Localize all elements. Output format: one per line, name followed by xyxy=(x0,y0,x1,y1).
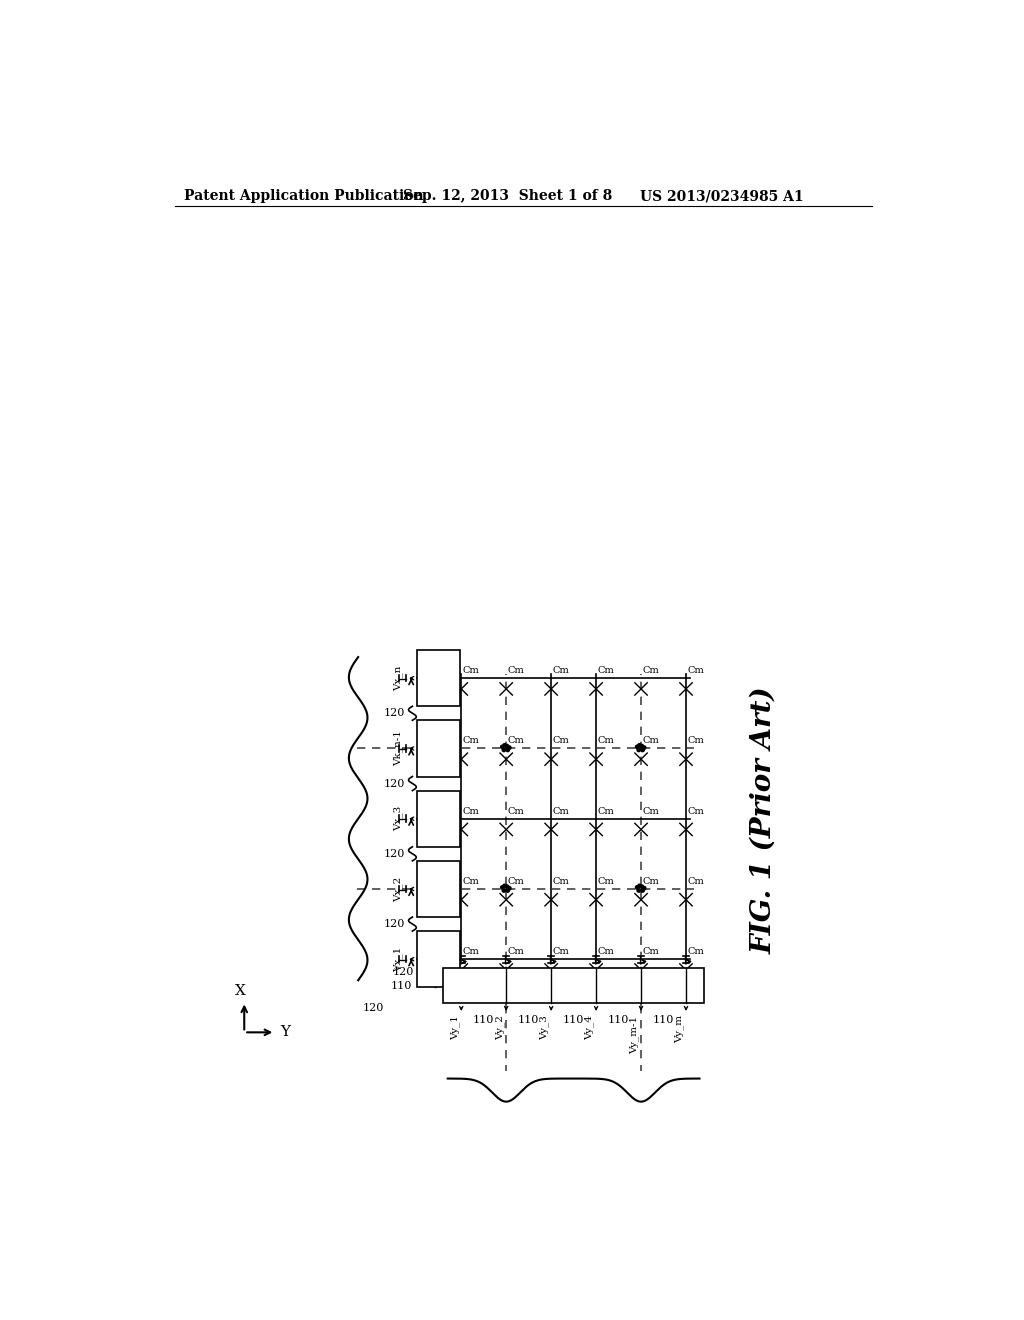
Circle shape xyxy=(641,888,644,892)
Bar xyxy=(443,969,703,1003)
Text: Vy_1: Vy_1 xyxy=(450,1015,460,1040)
Text: Y: Y xyxy=(280,1026,290,1039)
Text: Cm: Cm xyxy=(463,807,479,816)
Text: 110: 110 xyxy=(653,1015,674,1026)
Circle shape xyxy=(508,887,511,890)
Bar xyxy=(417,861,460,917)
Text: Vy_m-1: Vy_m-1 xyxy=(630,1015,640,1053)
Text: Cm: Cm xyxy=(508,876,524,886)
Circle shape xyxy=(640,744,643,748)
Text: Cm: Cm xyxy=(508,737,524,746)
Text: Cm: Cm xyxy=(463,737,479,746)
Text: Cm: Cm xyxy=(598,667,614,675)
Bar xyxy=(417,931,460,987)
Circle shape xyxy=(506,888,510,892)
Text: Cm: Cm xyxy=(508,807,524,816)
Circle shape xyxy=(637,748,640,751)
Text: 120: 120 xyxy=(362,1003,384,1014)
Circle shape xyxy=(502,888,506,892)
Text: 110: 110 xyxy=(608,1015,630,1026)
Circle shape xyxy=(642,746,646,750)
Circle shape xyxy=(503,743,506,747)
Text: Cm: Cm xyxy=(598,876,614,886)
Text: Cm: Cm xyxy=(598,737,614,746)
Text: Cm: Cm xyxy=(553,807,569,816)
Circle shape xyxy=(642,887,646,890)
Text: 120: 120 xyxy=(384,709,406,718)
Text: Vx_n: Vx_n xyxy=(393,665,403,690)
Text: FIG. 1 (Prior Art): FIG. 1 (Prior Art) xyxy=(750,686,777,954)
Text: Cm: Cm xyxy=(463,876,479,886)
Text: Cm: Cm xyxy=(553,667,569,675)
Text: Vy_m: Vy_m xyxy=(675,1015,684,1043)
Text: 120: 120 xyxy=(384,779,406,788)
Circle shape xyxy=(501,886,504,890)
Text: US 2013/0234985 A1: US 2013/0234985 A1 xyxy=(640,189,803,203)
Text: X: X xyxy=(234,985,246,998)
Text: Vx_1: Vx_1 xyxy=(393,946,403,972)
Text: 110: 110 xyxy=(473,1015,495,1026)
Text: Cm: Cm xyxy=(553,876,569,886)
Circle shape xyxy=(506,748,510,751)
Circle shape xyxy=(636,886,639,890)
Text: Cm: Cm xyxy=(598,948,614,956)
Text: Cm: Cm xyxy=(553,737,569,746)
Bar xyxy=(417,721,460,776)
Text: Cm: Cm xyxy=(508,948,524,956)
Text: Cm: Cm xyxy=(553,948,569,956)
Bar xyxy=(417,649,460,706)
Text: Cm: Cm xyxy=(687,737,705,746)
Text: Vx_2: Vx_2 xyxy=(393,876,403,902)
Bar xyxy=(417,791,460,847)
Text: Cm: Cm xyxy=(643,807,659,816)
Text: Cm: Cm xyxy=(643,667,659,675)
Text: Cm: Cm xyxy=(463,948,479,956)
Text: Sep. 12, 2013  Sheet 1 of 8: Sep. 12, 2013 Sheet 1 of 8 xyxy=(403,189,612,203)
Text: Cm: Cm xyxy=(598,807,614,816)
Text: 120: 120 xyxy=(392,966,414,977)
Text: 120: 120 xyxy=(384,919,406,929)
Text: Cm: Cm xyxy=(687,667,705,675)
Circle shape xyxy=(640,884,643,888)
Text: Cm: Cm xyxy=(643,737,659,746)
Text: Cm: Cm xyxy=(687,876,705,886)
Text: Cm: Cm xyxy=(643,948,659,956)
Circle shape xyxy=(501,746,504,748)
Text: Cm: Cm xyxy=(463,667,479,675)
Text: Cm: Cm xyxy=(508,667,524,675)
Text: 110: 110 xyxy=(518,1015,540,1026)
Circle shape xyxy=(638,884,641,887)
Text: Vy_3: Vy_3 xyxy=(540,1015,550,1040)
Text: Vx_3: Vx_3 xyxy=(393,807,403,832)
Circle shape xyxy=(636,746,639,748)
Text: Patent Application Publication: Patent Application Publication xyxy=(183,189,424,203)
Circle shape xyxy=(505,884,509,888)
Text: Vk_n-1: Vk_n-1 xyxy=(393,730,403,767)
Text: Vy_2: Vy_2 xyxy=(495,1015,505,1040)
Circle shape xyxy=(641,748,644,751)
Text: Cm: Cm xyxy=(643,876,659,886)
Text: 120: 120 xyxy=(384,849,406,859)
Text: 110: 110 xyxy=(563,1015,585,1026)
Text: 110: 110 xyxy=(391,981,413,991)
Circle shape xyxy=(638,743,641,747)
Circle shape xyxy=(505,744,509,748)
Circle shape xyxy=(508,746,511,750)
Text: Cm: Cm xyxy=(687,948,705,956)
Circle shape xyxy=(502,748,506,751)
Circle shape xyxy=(637,888,640,892)
Text: Vy_4: Vy_4 xyxy=(585,1015,595,1040)
Circle shape xyxy=(503,884,506,887)
Text: Cm: Cm xyxy=(687,807,705,816)
